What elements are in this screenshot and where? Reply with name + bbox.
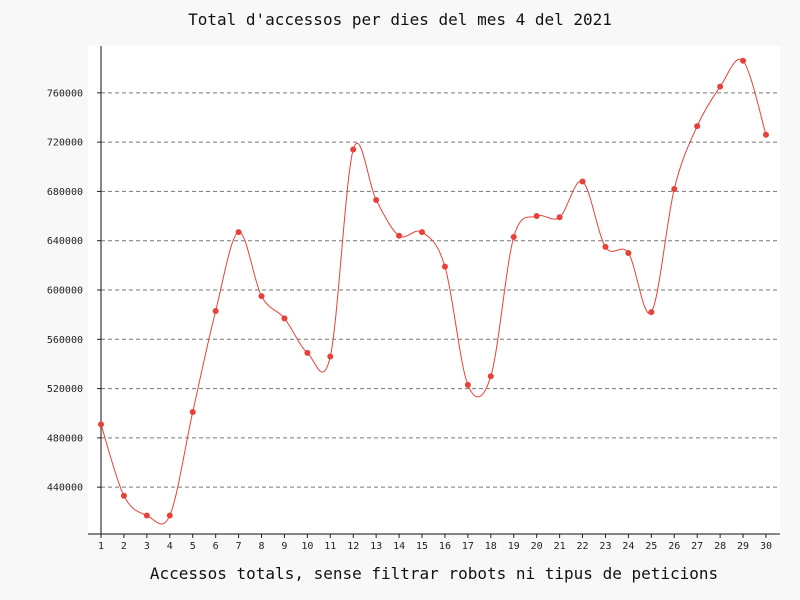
x-tick-label: 30 (760, 541, 772, 552)
data-point (441, 263, 448, 270)
y-tick-label: 760000 (47, 88, 83, 99)
data-point (327, 353, 334, 360)
x-tick-label: 7 (236, 541, 242, 552)
y-tick-label: 440000 (47, 483, 83, 494)
data-point (602, 243, 609, 250)
data-point (694, 123, 701, 130)
x-tick-label: 22 (577, 541, 589, 552)
x-tick-label: 17 (462, 541, 474, 552)
x-tick-label: 6 (213, 541, 219, 552)
data-point (419, 229, 426, 236)
data-point (579, 178, 586, 185)
x-axis-label: Accessos totals, sense filtrar robots ni… (149, 564, 719, 583)
x-tick-label: 4 (167, 541, 173, 552)
x-tick-label: 16 (439, 541, 451, 552)
x-tick-label: 18 (485, 541, 497, 552)
x-tick-label: 25 (645, 541, 657, 552)
x-tick-label: 19 (508, 541, 520, 552)
data-point (762, 131, 769, 138)
y-tick-label: 560000 (47, 335, 83, 346)
data-point (258, 293, 265, 300)
data-point (396, 232, 403, 239)
x-tick-label: 9 (281, 541, 287, 552)
data-point (740, 57, 747, 64)
y-tick-label: 520000 (47, 384, 83, 395)
x-tick-label: 3 (144, 541, 150, 552)
x-tick-label: 11 (324, 541, 336, 552)
x-tick-label: 20 (531, 541, 543, 552)
data-point (510, 234, 517, 241)
data-point (648, 309, 655, 316)
data-point (350, 146, 357, 153)
data-point (717, 83, 724, 90)
data-point (98, 421, 104, 428)
data-point (625, 250, 632, 257)
data-point (120, 492, 127, 499)
x-tick-label: 21 (554, 541, 566, 552)
y-tick-label: 720000 (47, 138, 83, 149)
x-tick-label: 27 (691, 541, 703, 552)
x-tick-label: 1 (98, 541, 104, 552)
data-point (533, 213, 540, 220)
x-tick-label: 14 (393, 541, 405, 552)
x-tick-label: 29 (737, 541, 749, 552)
x-tick-label: 2 (121, 541, 127, 552)
y-tick-label: 680000 (47, 187, 83, 198)
y-tick-label: 640000 (47, 236, 83, 247)
x-tick-label: 28 (714, 541, 726, 552)
x-tick-label: 13 (370, 541, 382, 552)
data-point (304, 349, 311, 356)
data-point (281, 315, 288, 322)
x-tick-label: 10 (301, 541, 313, 552)
x-tick-label: 12 (347, 541, 359, 552)
data-point (143, 512, 150, 519)
x-tick-label: 24 (622, 541, 634, 552)
x-tick-label: 8 (258, 541, 264, 552)
data-point (464, 381, 471, 388)
chart-title: Total d'accessos per dies del mes 4 del … (188, 10, 612, 29)
x-tick-label: 15 (416, 541, 428, 552)
x-tick-label: 5 (190, 541, 196, 552)
data-point (212, 307, 219, 314)
data-point (235, 229, 242, 236)
data-point (556, 214, 563, 221)
data-point (189, 409, 196, 415)
x-tick-label: 26 (668, 541, 680, 552)
y-tick-label: 600000 (47, 286, 83, 297)
data-point (671, 185, 678, 192)
y-tick-label: 480000 (47, 433, 83, 444)
data-point (373, 197, 380, 204)
data-point (487, 373, 494, 380)
x-tick-label: 23 (599, 541, 611, 552)
data-point (166, 512, 173, 519)
